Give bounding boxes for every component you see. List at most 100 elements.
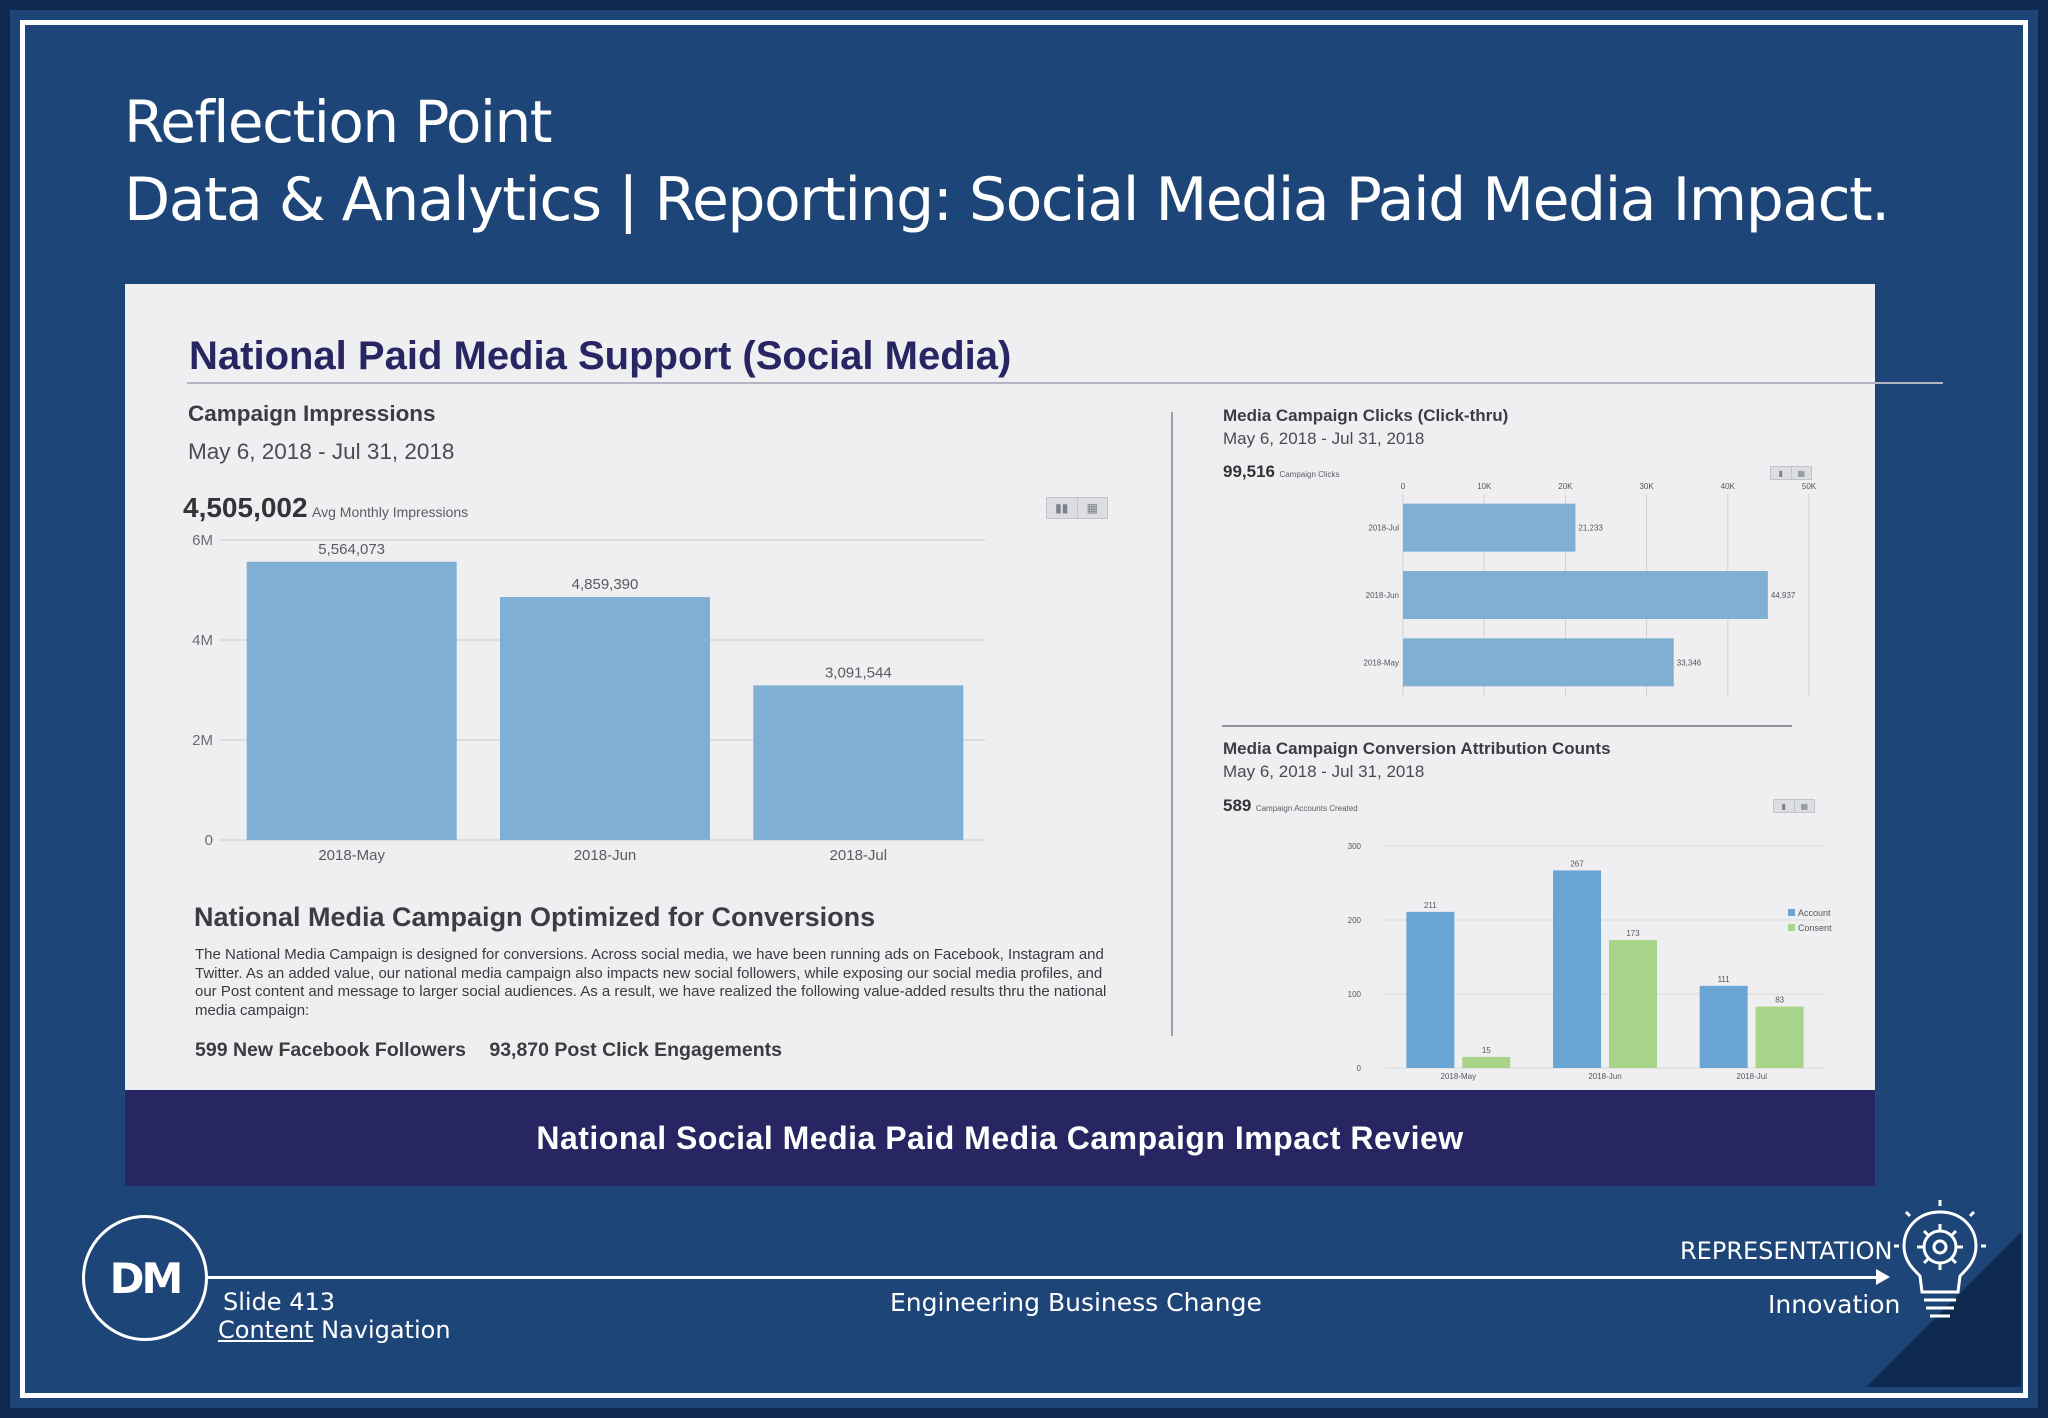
clicks-chart: 0 10K 20K 30K 40K 50K 2018-Jul 21,233 2018-Jun 44… xyxy=(1363,482,1817,696)
y-tick-label: 2018-May xyxy=(1363,658,1399,667)
vertical-divider xyxy=(1171,412,1173,1036)
clicks-metric-value: 99,516 xyxy=(1223,462,1275,481)
x-tick-label: 2018-May xyxy=(318,847,385,864)
navigation-label: Navigation xyxy=(313,1316,451,1344)
bar xyxy=(1699,985,1748,1068)
report-panel: National Paid Media Support (Social Medi… xyxy=(125,284,1943,1090)
legend-label: Consent xyxy=(1798,923,1832,933)
bar xyxy=(753,685,964,840)
x-tick-label: 30K xyxy=(1639,482,1654,491)
y-tick-label: 200 xyxy=(1348,916,1362,925)
conversions-title: Media Campaign Conversion Attribution Co… xyxy=(1223,739,1611,758)
x-tick-label: 40K xyxy=(1721,482,1736,491)
clicks-metric: 99,516 Campaign Clicks xyxy=(1223,462,1339,482)
impressions-chart: 0 2M 4M 6M 5,564,073 2018-May 4,859,390 2018-Ju… xyxy=(192,532,985,864)
legend-label: Account xyxy=(1798,908,1831,918)
page-title-line2: Data & Analytics | Reporting: Social Med… xyxy=(124,164,1890,235)
clicks-title: Media Campaign Clicks (Click-thru) xyxy=(1223,406,1509,425)
legend-swatch xyxy=(1788,909,1795,916)
content-navigation: Content Navigation xyxy=(218,1316,451,1344)
bar-chart-icon[interactable]: ▮▮ xyxy=(1055,501,1069,515)
impressions-view-toggle: ▮▮ ▦ xyxy=(1046,497,1108,519)
optimized-body: The National Media Campaign is designed … xyxy=(195,946,1107,1019)
impressions-metric: 4,505,002 Avg Monthly Impressions xyxy=(183,492,468,524)
conversions-chart: 0 100 200 300 211 15 2018-May 267 173 2018-Jun 111… xyxy=(1348,842,1832,1081)
bar xyxy=(500,597,710,840)
clicks-date: May 6, 2018 - Jul 31, 2018 xyxy=(1223,429,1425,448)
slide-number: Slide 413 xyxy=(223,1288,336,1316)
conversions-metric: 589 Campaign Accounts Created xyxy=(1223,796,1358,816)
representation-label: REPRESENTATION xyxy=(1680,1237,1893,1265)
title-divider xyxy=(187,382,1943,384)
x-tick-label: 2018-May xyxy=(1441,1072,1477,1081)
x-tick-label: 0 xyxy=(1401,482,1406,491)
bar-value-label: 44,937 xyxy=(1771,591,1796,600)
bar xyxy=(1403,571,1768,619)
impressions-date: May 6, 2018 - Jul 31, 2018 xyxy=(188,439,455,464)
y-tick-label: 2018-Jun xyxy=(1366,591,1399,600)
post-click-stat: 93,870 Post Click Engagements xyxy=(489,1039,782,1061)
x-tick-label: 10K xyxy=(1477,482,1492,491)
legend-swatch xyxy=(1788,924,1795,931)
bar-chart-icon[interactable]: ▮ xyxy=(1781,801,1786,811)
conversions-metric-value: 589 xyxy=(1223,796,1252,815)
facebook-followers-stat: 599 New Facebook Followers xyxy=(195,1039,466,1061)
bar-value-label: 111 xyxy=(1718,975,1731,984)
conversions-view-toggle: ▮ ▦ xyxy=(1773,799,1815,813)
clicks-metric-label: Campaign Clicks xyxy=(1279,470,1340,479)
lightbulb-gear-icon[interactable] xyxy=(1890,1200,1990,1330)
table-icon[interactable]: ▦ xyxy=(1076,498,1108,518)
footer-timeline xyxy=(205,1276,1885,1279)
x-tick-label: 2018-Jun xyxy=(1588,1072,1621,1081)
y-tick-label: 2M xyxy=(192,732,213,749)
bar-chart-icon[interactable]: ▮ xyxy=(1778,468,1783,478)
bar-value-label: 211 xyxy=(1424,901,1437,910)
bar-value-label: 33,346 xyxy=(1677,658,1702,667)
y-tick-label: 0 xyxy=(205,832,213,849)
bar-value-label: 3,091,544 xyxy=(825,664,892,681)
bar xyxy=(1406,911,1455,1068)
page-title: Reflection Point Data & Analytics | Repo… xyxy=(124,88,1890,236)
bar-value-label: 267 xyxy=(1570,859,1584,868)
impressions-metric-label: Avg Monthly Impressions xyxy=(312,504,469,520)
table-icon[interactable]: ▦ xyxy=(1790,467,1812,479)
y-tick-label: 0 xyxy=(1357,1064,1362,1073)
caption-bar: National Social Media Paid Media Campaig… xyxy=(125,1090,1875,1186)
dm-logo[interactable]: DM xyxy=(82,1215,208,1341)
clicks-view-toggle: ▮ ▦ xyxy=(1770,466,1812,480)
bar xyxy=(1609,939,1657,1068)
bar xyxy=(1755,1006,1804,1068)
bar-value-label: 173 xyxy=(1626,929,1640,938)
bar-value-label: 5,564,073 xyxy=(318,541,385,558)
y-tick-label: 300 xyxy=(1348,842,1362,851)
bar xyxy=(1462,1056,1511,1068)
inner-frame xyxy=(20,20,2028,1398)
y-tick-label: 2018-Jul xyxy=(1368,524,1399,533)
conversions-date: May 6, 2018 - Jul 31, 2018 xyxy=(1223,762,1425,781)
y-tick-label: 4M xyxy=(192,632,213,649)
impressions-title: Campaign Impressions xyxy=(188,401,436,426)
footer-center-text: Engineering Business Change xyxy=(890,1288,1262,1317)
x-tick-label: 2018-Jul xyxy=(1736,1072,1767,1081)
conversions-metric-label: Campaign Accounts Created xyxy=(1255,804,1358,813)
bar-value-label: 4,859,390 xyxy=(572,576,639,593)
bar xyxy=(1403,503,1576,552)
x-tick-label: 2018-Jun xyxy=(574,847,637,864)
bar-value-label: 21,233 xyxy=(1578,524,1603,533)
bar-value-label: 15 xyxy=(1482,1046,1491,1055)
bar xyxy=(246,561,457,840)
impressions-metric-value: 4,505,002 xyxy=(183,492,308,523)
optimized-title: National Media Campaign Optimized for Co… xyxy=(194,902,876,932)
optimized-stats: 599 New Facebook Followers 93,870 Post C… xyxy=(195,1039,782,1062)
x-tick-label: 20K xyxy=(1558,482,1573,491)
x-tick-label: 50K xyxy=(1802,482,1817,491)
y-tick-label: 100 xyxy=(1348,990,1362,999)
content-nav-link[interactable]: Content xyxy=(218,1316,314,1344)
x-tick-label: 2018-Jul xyxy=(830,847,888,864)
bar xyxy=(1553,870,1601,1068)
panel-title: National Paid Media Support (Social Medi… xyxy=(189,334,1012,378)
horizontal-divider xyxy=(1222,725,1792,727)
table-icon[interactable]: ▦ xyxy=(1793,800,1815,812)
bar-value-label: 83 xyxy=(1775,996,1784,1005)
